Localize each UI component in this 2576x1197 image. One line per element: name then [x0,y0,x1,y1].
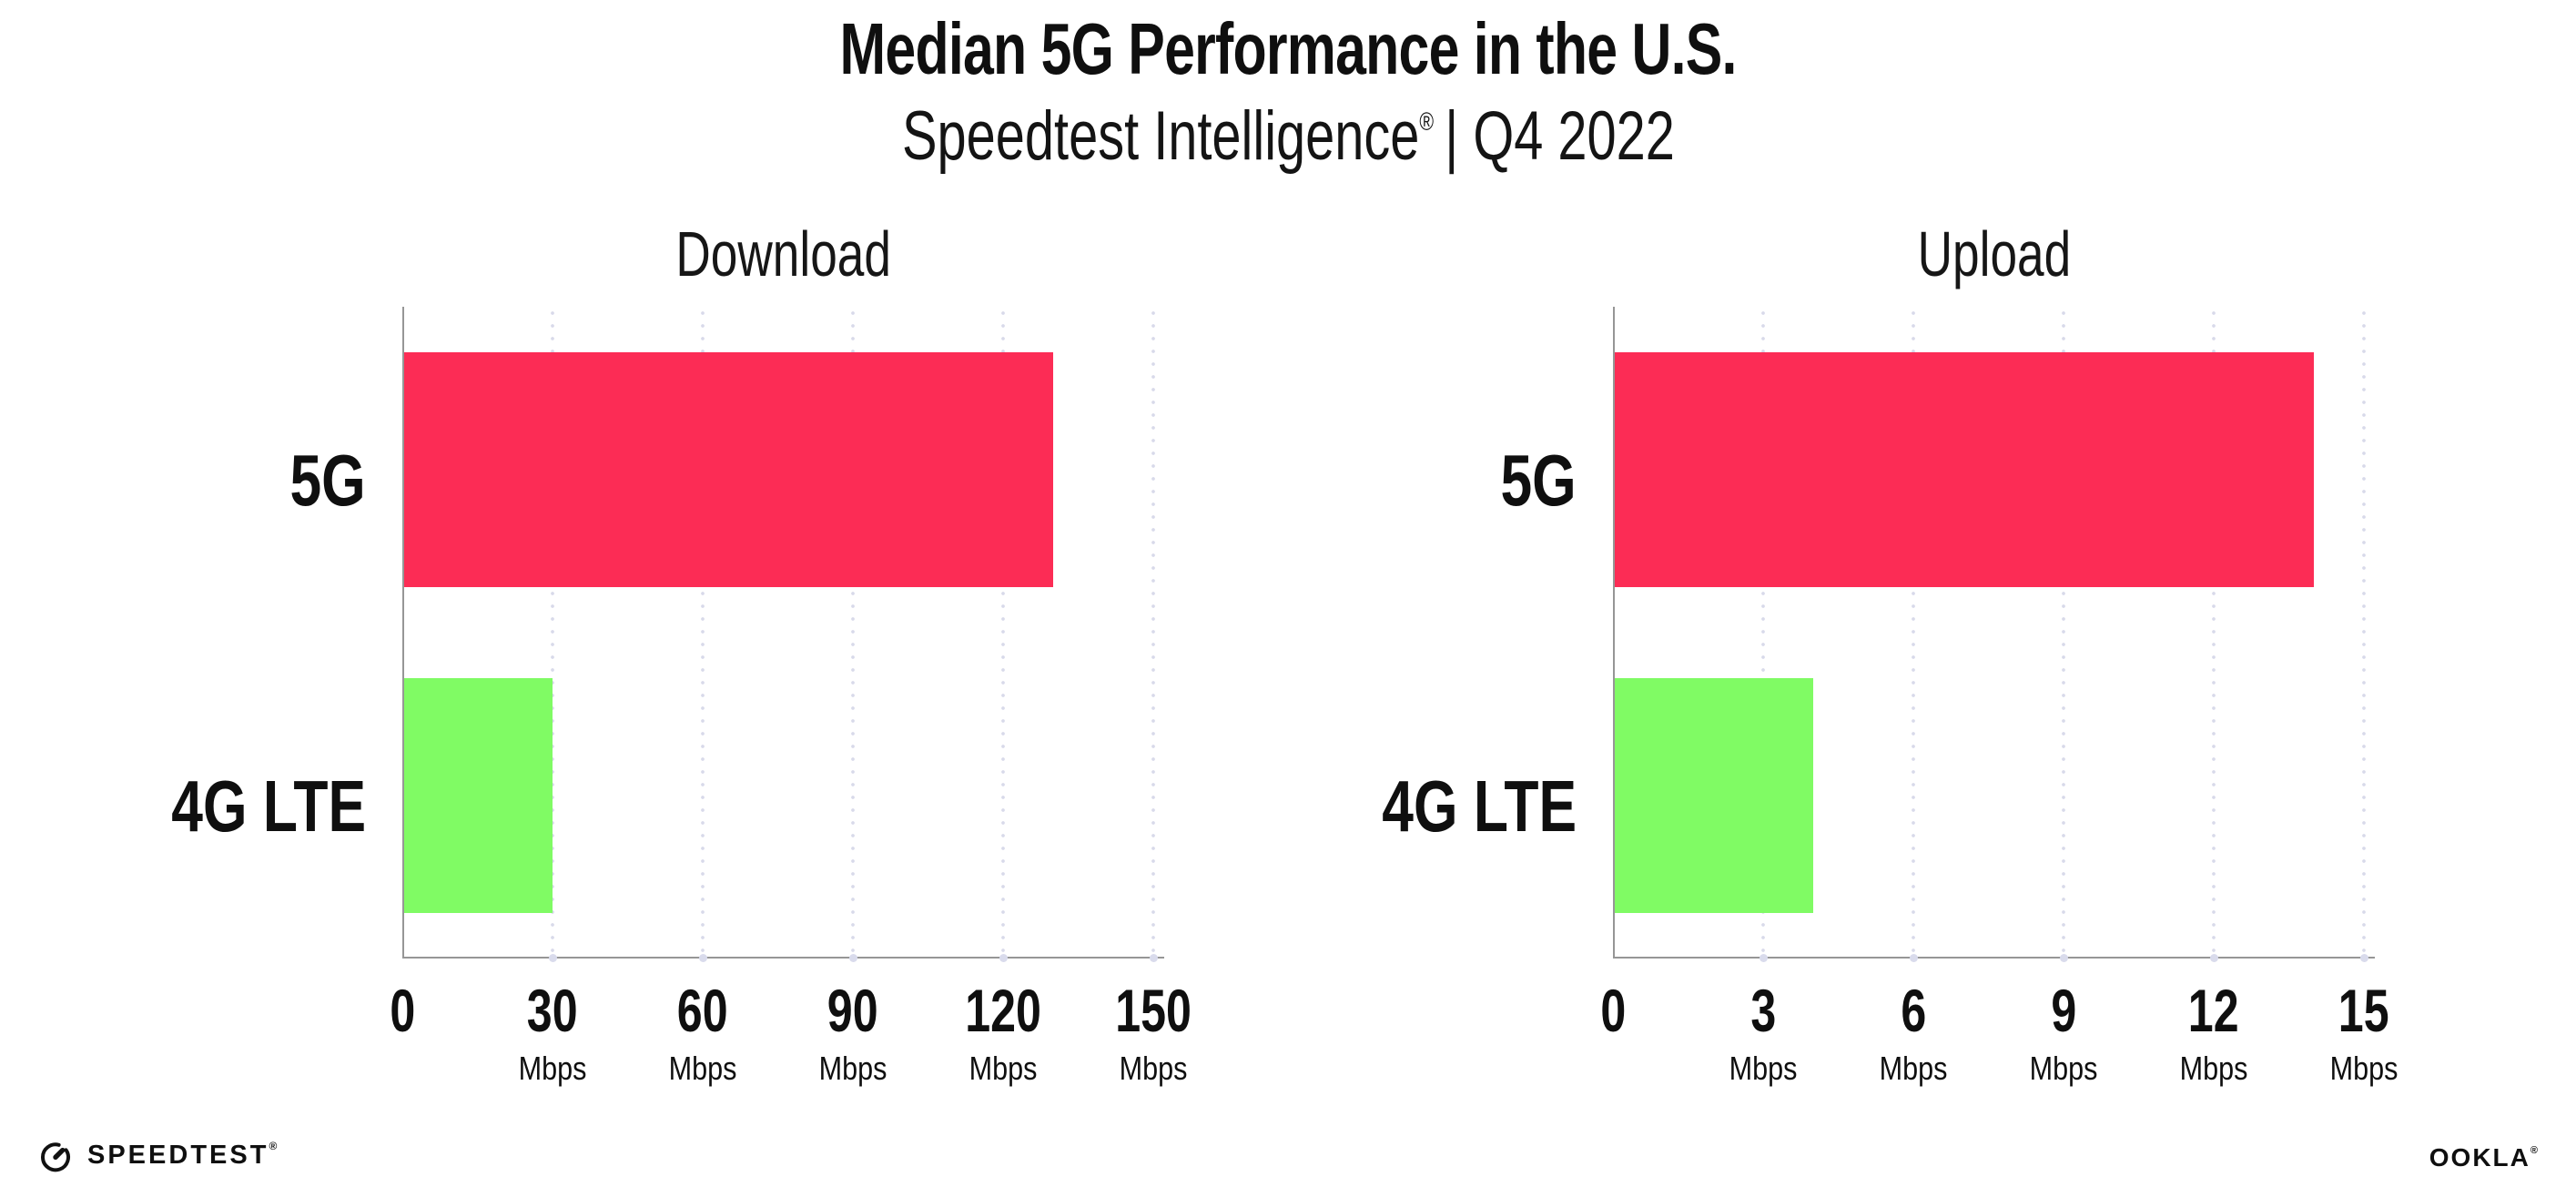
x-tick-label: 9 Mbps [1963,980,2164,1085]
x-tick-label: 60 Mbps [603,980,803,1085]
category-label-text: 5G [289,440,366,521]
bar-4g-lte [1615,678,1813,913]
x-tick-label: 150 Mbps [1053,980,1253,1085]
x-tick-label: 3 Mbps [1663,980,1863,1085]
category-label: 5G [20,444,366,517]
x-tick-unit: Mbps [969,1050,1038,1087]
x-tick-label: 0 [302,980,502,1040]
x-tick-label: 0 [1513,980,1713,1040]
x-tick-unit: Mbps [2179,1050,2248,1087]
page-title: Median 5G Performance in the U.S. [0,13,2576,86]
gridline [851,307,855,959]
x-tick-label: 90 Mbps [753,980,953,1085]
bar-4g-lte [404,678,553,913]
x-tick-unit: Mbps [1119,1050,1188,1087]
page-title-text: Median 5G Performance in the U.S. [839,8,1737,89]
axis-gridline-dot [1149,954,1158,962]
category-label-text: 4G LTE [171,766,366,847]
axis-gridline-dot [2209,954,2218,962]
x-tick-label: 6 Mbps [1813,980,2013,1085]
plot-area [402,307,1164,959]
bar-5g [1615,352,2314,587]
registered-mark: ® [1418,107,1434,136]
axis-gridline-dot [1909,954,1918,962]
gridline [2062,307,2065,959]
x-tick-unit: Mbps [818,1050,887,1087]
gridline [551,307,554,959]
category-label-text: 5G [1500,440,1577,521]
axis-gridline-dot [848,954,857,962]
x-tick-value: 60 [677,977,728,1044]
gridline [2212,307,2216,959]
category-label: 5G [1231,444,1577,517]
x-tick-unit: Mbps [668,1050,737,1087]
x-tick-label: 15 Mbps [2264,980,2464,1085]
category-label: 4G LTE [1231,770,1577,843]
x-tick-value: 6 [1901,977,1926,1044]
axis-gridline-dot [2359,954,2368,962]
speedtest-registered-mark: ® [269,1139,278,1152]
x-tick-label: 12 Mbps [2114,980,2314,1085]
x-tick-unit: Mbps [1729,1050,1798,1087]
x-tick-value: 150 [1115,977,1192,1044]
gridline [1001,307,1005,959]
category-label: 4G LTE [20,770,366,843]
x-tick-value: 15 [2338,977,2389,1044]
axis-gridline-dot [698,954,707,962]
ookla-logo: OOKLA® [2429,1145,2538,1171]
subtitle-period: | Q4 2022 [1444,97,1675,175]
plot-area [1613,307,2375,959]
x-tick-unit: Mbps [2029,1050,2098,1087]
x-tick-value: 120 [965,977,1041,1044]
x-tick-label: 30 Mbps [452,980,653,1085]
x-tick-label: 120 Mbps [903,980,1103,1085]
speedtest-logo: SPEEDTEST® [36,1136,277,1174]
download-chart-title: Download [675,218,891,289]
speedtest-logo-text: SPEEDTEST® [87,1139,278,1170]
subtitle-brand: Speedtest Intelligence [901,97,1419,175]
x-tick-unit: Mbps [518,1050,587,1087]
axis-gridline-dot [548,954,557,962]
x-tick-value: 0 [1600,977,1626,1044]
ookla-logo-text: OOKLA® [2429,1143,2538,1172]
axis-gridline-dot [1759,954,1768,962]
x-tick-value: 12 [2188,977,2239,1044]
bar-5g [404,352,1053,587]
gridline [1912,307,1915,959]
upload-chart-title: Upload [1917,218,2071,289]
gridline [701,307,705,959]
x-tick-value: 9 [2051,977,2076,1044]
category-label-text: 4G LTE [1382,766,1577,847]
x-tick-value: 3 [1750,977,1776,1044]
x-tick-unit: Mbps [1879,1050,1948,1087]
ookla-registered-mark: ® [2530,1144,2538,1156]
page-subtitle: Speedtest Intelligence® | Q4 2022 [0,102,2576,171]
x-tick-value: 90 [827,977,878,1044]
axis-gridline-dot [999,954,1008,962]
x-tick-value: 30 [527,977,578,1044]
x-tick-unit: Mbps [2329,1050,2399,1087]
gridline [2362,307,2366,959]
page-subtitle-text: Speedtest Intelligence® | Q4 2022 [902,102,1675,171]
speedtest-gauge-icon [41,1142,70,1172]
gridline [1151,307,1155,959]
gridline [1761,307,1765,959]
axis-gridline-dot [2059,954,2068,962]
x-tick-value: 0 [390,977,415,1044]
